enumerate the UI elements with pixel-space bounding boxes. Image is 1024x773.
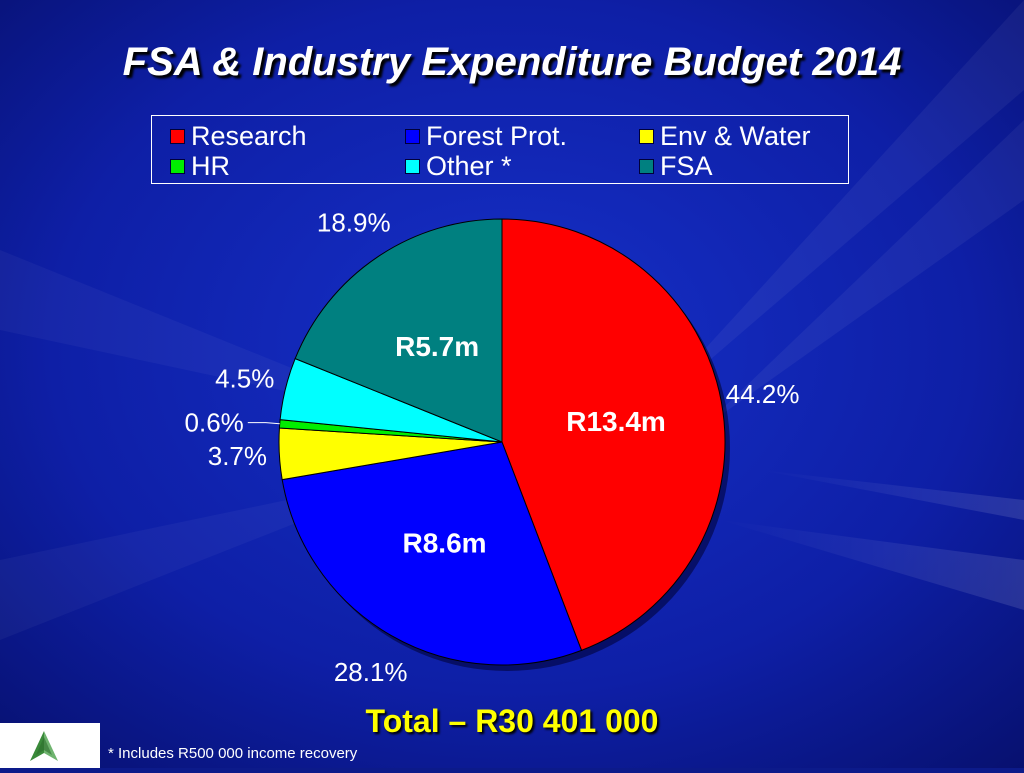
slice-percent-label: 0.6% (185, 408, 244, 438)
legend-label: Forest Prot. (426, 120, 568, 151)
slice-percent-label: 28.1% (334, 657, 408, 687)
slice-percent-label: 44.2% (726, 379, 800, 409)
slice-amount-label: R5.7m (395, 331, 479, 362)
slice-amount-label: R13.4m (566, 406, 666, 437)
legend-label: FSA (660, 150, 713, 181)
pie-slice-research (501, 218, 726, 652)
legend-item-forest-prot: Forest Prot. (405, 121, 567, 151)
legend-label: Env & Water (660, 120, 811, 151)
legend-swatch-fsa (639, 158, 654, 174)
legend-item-fsa: FSA (639, 151, 713, 181)
legend-item-other: Other * (405, 151, 512, 181)
legend-item-research: Research (170, 121, 307, 151)
chart-legend: Research Forest Prot. Env & Water HR Oth… (151, 115, 849, 184)
pie-slice-fsa (294, 218, 503, 443)
pie-slice-forest-prot (281, 441, 583, 666)
slice-amount-label: R8.6m (403, 528, 487, 559)
footnote: * Includes R500 000 income recovery (108, 745, 358, 762)
legend-label: Other * (426, 150, 512, 181)
slice-percent-label: 3.7% (208, 441, 267, 471)
legend-swatch-hr (170, 158, 185, 174)
organisation-logo (0, 723, 100, 768)
legend-swatch-env-water (639, 128, 654, 144)
legend-swatch-forest-prot (405, 128, 420, 144)
slice-percent-label: 18.9% (317, 207, 391, 237)
leader-line (247, 422, 280, 425)
legend-swatch-other (405, 158, 420, 174)
legend-item-env-water: Env & Water (639, 121, 811, 151)
legend-item-hr: HR (170, 151, 230, 181)
slice-percent-label: 4.5% (215, 364, 274, 394)
total-label: Total – R30 401 000 (365, 703, 659, 739)
legend-label: Research (191, 120, 307, 151)
slide-title: FSA & Industry Expenditure Budget 2014 (122, 40, 902, 84)
tree-logo-icon (30, 731, 58, 761)
legend-swatch-research (170, 128, 185, 144)
legend-label: HR (191, 150, 230, 181)
